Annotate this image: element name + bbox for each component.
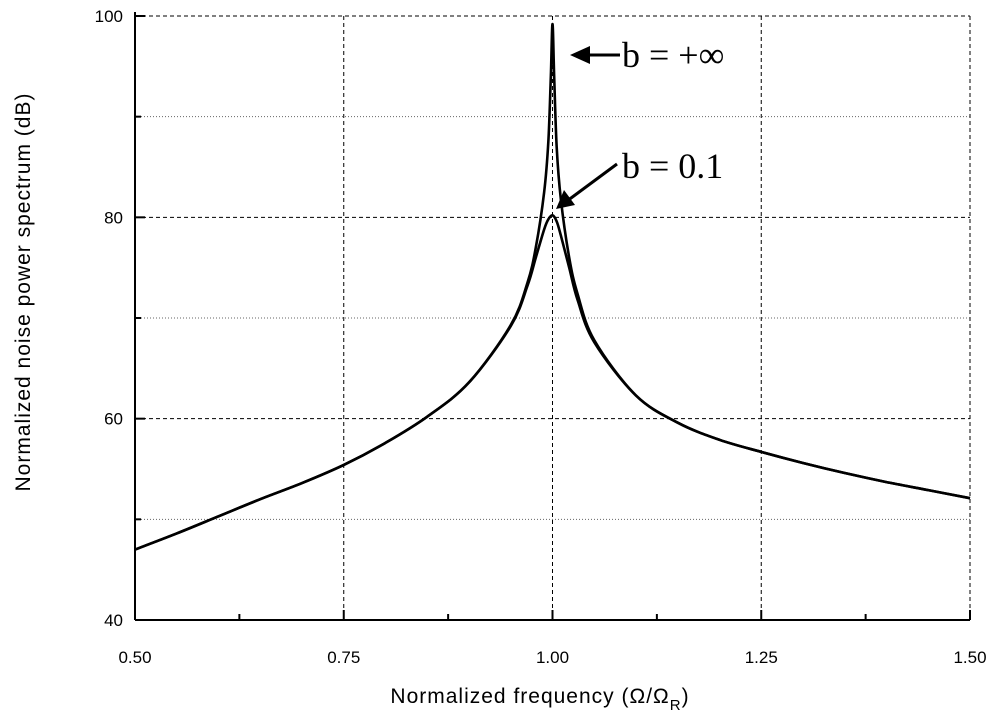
y-axis-title: Normalized noise power spectrum (dB) [12,93,35,492]
x-axis-title: Normalized frequency (Ω/ΩR) [390,685,689,714]
y-tick-label: 40 [104,611,123,630]
y-tick-label: 100 [95,7,123,26]
grid [135,15,971,620]
curves [134,22,971,551]
y-tick-label: 60 [104,410,123,429]
series-line-2 [134,214,971,551]
arrow-b-inf-head [570,46,590,64]
arrow-b-0.1-head [556,190,575,209]
x-axis-title-sub: R [670,697,682,714]
x-axis-title-main: Normalized frequency (Ω/Ω [390,685,669,708]
annotation-b-0.1-text: b = 0.1 [622,146,723,186]
x-tick-label: 0.75 [327,648,360,667]
x-axis-title-close: ) [682,685,690,708]
annotation-b-inf-text: b = +∞ [622,35,724,75]
x-tick-label: 0.50 [118,648,151,667]
tick-labels: 0.50 0.75 1.00 1.25 1.50 40 60 80 100 [95,7,987,667]
y-tick-label: 80 [104,208,123,227]
annotation-b-inf: b = +∞ [570,35,724,75]
x-tick-label: 1.25 [745,648,778,667]
annotation-b-0.1: b = 0.1 [556,146,723,209]
axes [134,12,971,621]
x-tick-label: 1.50 [953,648,986,667]
x-tick-label: 1.00 [536,648,569,667]
arrow-b-0.1-line [566,162,618,203]
